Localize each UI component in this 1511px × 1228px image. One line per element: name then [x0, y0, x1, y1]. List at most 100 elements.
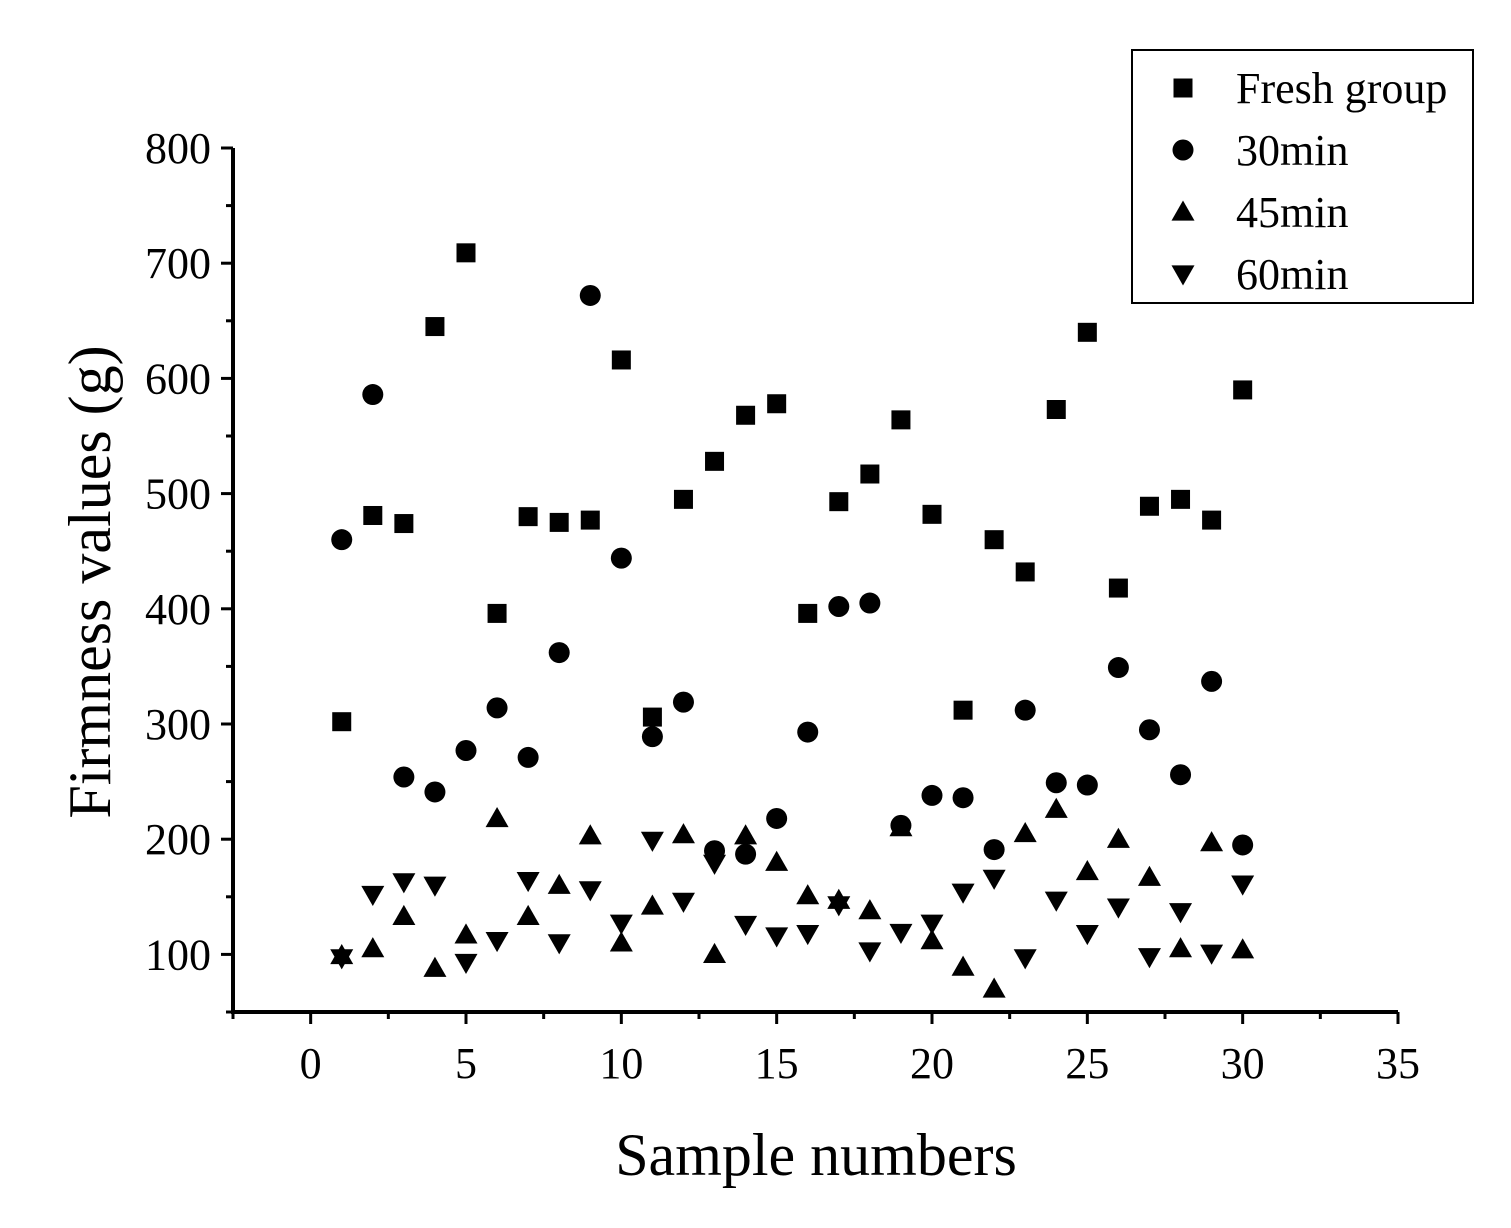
data-point	[1077, 322, 1097, 342]
data-point	[1044, 797, 1068, 818]
legend: Fresh group 30min 45min 60min	[1131, 49, 1474, 304]
legend-label: 30min	[1236, 126, 1348, 175]
data-point	[485, 806, 509, 828]
data-point	[425, 317, 445, 337]
data-point	[1076, 774, 1098, 796]
data-point	[767, 394, 787, 414]
data-point	[920, 914, 944, 935]
series-0	[332, 243, 1253, 732]
data-point	[1106, 827, 1130, 848]
data-point	[765, 850, 789, 871]
axes	[231, 148, 1398, 1014]
data-point	[1075, 859, 1099, 881]
y-tick-label: 600	[145, 354, 211, 403]
data-point	[392, 904, 416, 926]
series-3	[330, 831, 1255, 974]
data-point	[1046, 400, 1066, 420]
data-point	[392, 873, 416, 894]
data-point	[363, 505, 383, 525]
data-point	[796, 884, 820, 905]
data-point	[1044, 891, 1068, 912]
data-point	[1138, 719, 1160, 741]
y-axis-title: Firmness values (g)	[57, 345, 123, 818]
data-point	[951, 883, 975, 904]
x-tick-label: 20	[910, 1039, 954, 1088]
data-point	[1075, 925, 1099, 946]
data-point	[641, 726, 663, 748]
data-point	[547, 934, 571, 955]
data-point	[578, 881, 602, 902]
data-point	[765, 927, 789, 948]
data-point	[549, 512, 569, 532]
data-point	[705, 451, 725, 471]
data-point	[393, 766, 415, 788]
data-point	[920, 929, 944, 950]
data-point	[578, 824, 602, 845]
data-point	[455, 739, 477, 761]
x-axis-ticks: 0 5 10 15 20 25 30 35	[231, 1012, 1420, 1088]
data-point	[827, 896, 851, 917]
data-point	[1170, 764, 1192, 786]
data-point	[640, 894, 664, 915]
data-point	[611, 350, 631, 370]
data-point	[517, 746, 539, 768]
x-tick-label: 15	[755, 1039, 799, 1088]
data-point	[1233, 380, 1253, 400]
x-tick-label: 30	[1221, 1039, 1265, 1088]
data-point	[766, 807, 788, 829]
data-point	[982, 869, 1006, 890]
data-point	[1107, 657, 1129, 679]
data-point	[951, 955, 975, 976]
legend-label: 60min	[1236, 250, 1348, 299]
data-point	[858, 899, 882, 920]
data-point	[1015, 562, 1035, 582]
x-tick-label: 25	[1065, 1039, 1109, 1088]
data-point	[703, 942, 727, 964]
data-point	[640, 831, 664, 852]
data-point	[1231, 938, 1255, 959]
legend-marker	[1171, 200, 1195, 221]
data-points	[330, 243, 1255, 998]
data-point	[423, 876, 447, 897]
data-point	[1171, 489, 1191, 509]
data-point	[829, 492, 849, 512]
data-point	[1014, 699, 1036, 721]
data-point	[1106, 898, 1130, 919]
data-point	[703, 854, 727, 875]
data-point	[424, 781, 446, 803]
legend-marker	[1173, 78, 1193, 98]
data-point	[858, 942, 882, 963]
data-point	[953, 700, 973, 720]
y-tick-label: 100	[145, 930, 211, 979]
data-point	[394, 514, 414, 534]
y-axis-ticks: 100 200 300 400 500 600 700 800	[145, 124, 233, 1014]
x-tick-label: 10	[599, 1039, 643, 1088]
data-point	[1045, 772, 1067, 794]
legend-marker	[1172, 139, 1194, 161]
data-point	[798, 603, 818, 623]
x-tick-label: 0	[300, 1039, 322, 1088]
data-point	[1200, 944, 1224, 965]
y-tick-label: 700	[145, 239, 211, 288]
data-point	[362, 384, 384, 406]
data-point	[516, 904, 540, 926]
legend-label: Fresh group	[1236, 64, 1447, 113]
data-point	[580, 510, 600, 530]
legend-label: 45min	[1236, 188, 1348, 237]
data-point	[983, 839, 1005, 861]
y-tick-label: 500	[145, 470, 211, 519]
data-point	[485, 931, 509, 953]
legend-marker	[1171, 265, 1195, 286]
data-point	[1137, 865, 1161, 886]
data-point	[456, 243, 476, 263]
data-point	[454, 923, 478, 944]
data-point	[487, 603, 507, 623]
data-point	[1013, 821, 1037, 843]
data-point	[952, 787, 974, 809]
data-point	[797, 721, 819, 743]
data-point	[609, 914, 633, 935]
data-point	[1108, 578, 1128, 598]
data-point	[671, 892, 695, 913]
data-point	[548, 642, 570, 664]
data-point	[736, 405, 756, 425]
